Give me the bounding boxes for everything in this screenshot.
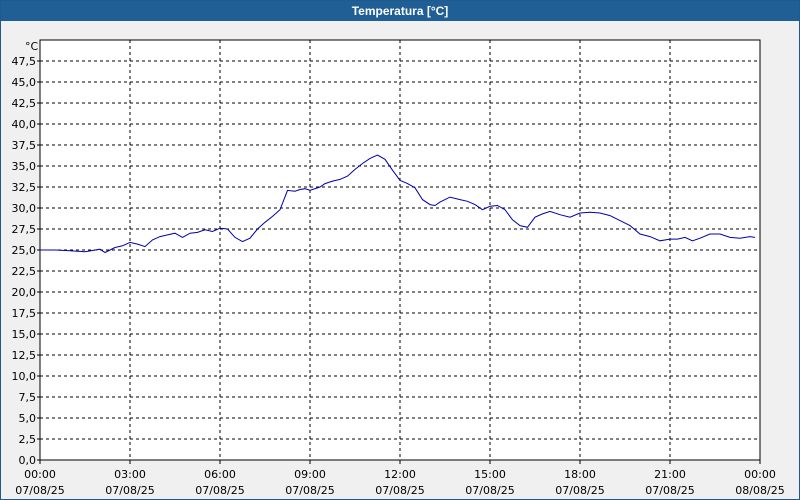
y-tick-label: 15,0 <box>12 328 37 341</box>
y-tick-label: 42,5 <box>12 97 37 110</box>
y-tick-label: 12,5 <box>12 349 37 362</box>
temperature-series-line <box>40 154 756 254</box>
y-tick-label: 35,0 <box>12 160 37 173</box>
y-tick-label: 47,5 <box>12 55 37 68</box>
y-tick-label: 7,5 <box>19 391 37 404</box>
x-tick-date-label: 07/08/25 <box>15 484 64 497</box>
x-axis-ticks: 00:00 07/08/25 03:00 07/08/25 06:00 07/08/25 0… <box>15 460 785 497</box>
y-tick-label: 27,5 <box>12 223 37 236</box>
y-tick-label: 17,5 <box>12 307 37 320</box>
x-tick-time-label: 18:00 <box>564 468 596 481</box>
y-tick-label: 25,0 <box>12 244 37 257</box>
x-tick-time-label: 03:00 <box>114 468 146 481</box>
x-tick-time-label: 00:00 <box>24 468 56 481</box>
y-tick-label: 40,0 <box>12 118 37 131</box>
x-tick-date-label: 07/08/25 <box>375 484 424 497</box>
grid-lines <box>40 40 760 460</box>
window-title: Temperatura [°C] <box>1 1 799 21</box>
y-tick-label: 0,0 <box>19 454 37 467</box>
x-tick-time-label: 12:00 <box>384 468 416 481</box>
x-tick-time-label: 21:00 <box>654 468 686 481</box>
y-axis-unit-label: °C <box>25 40 39 53</box>
y-tick-label: 22,5 <box>12 265 37 278</box>
x-tick-time-label: 06:00 <box>204 468 236 481</box>
x-tick-date-label: 07/08/25 <box>195 484 244 497</box>
y-tick-label: 32,5 <box>12 181 37 194</box>
y-tick-label: 37,5 <box>12 139 37 152</box>
x-tick-date-label: 07/08/25 <box>465 484 514 497</box>
x-tick-time-label: 15:00 <box>474 468 506 481</box>
x-tick-date-label: 07/08/25 <box>555 484 604 497</box>
x-tick-time-label: 00:00 <box>744 468 776 481</box>
y-axis-ticks: 0,0 2,5 5,0 7,5 10,0 12,5 15,0 17,5 20,0 22,5 25,0… <box>12 55 40 467</box>
x-tick-time-label: 09:00 <box>294 468 326 481</box>
x-tick-date-label: 08/08/25 <box>735 484 784 497</box>
x-tick-date-label: 07/08/25 <box>645 484 694 497</box>
y-tick-label: 2,5 <box>19 433 37 446</box>
y-tick-label: 45,0 <box>12 76 37 89</box>
y-tick-label: 20,0 <box>12 286 37 299</box>
y-tick-label: 5,0 <box>19 412 37 425</box>
y-tick-label: 30,0 <box>12 202 37 215</box>
y-tick-label: 10,0 <box>12 370 37 383</box>
x-tick-date-label: 07/08/25 <box>285 484 334 497</box>
x-tick-date-label: 07/08/25 <box>105 484 154 497</box>
